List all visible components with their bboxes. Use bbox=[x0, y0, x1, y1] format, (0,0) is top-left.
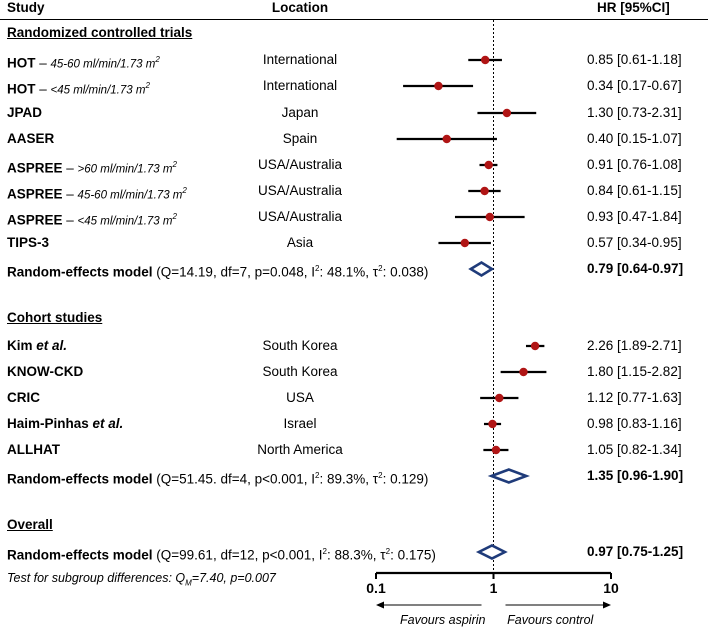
location-r0: International bbox=[262, 52, 338, 67]
point-c2 bbox=[495, 393, 504, 403]
section-cohort: Cohort studies bbox=[7, 310, 103, 325]
arrow-right-icon bbox=[603, 601, 611, 609]
subgroup-test: Test for subgroup differences: QM=7.40, … bbox=[7, 571, 276, 588]
point-c0 bbox=[530, 341, 540, 351]
point-c3 bbox=[488, 419, 497, 429]
study-name-r7: TIPS-3 bbox=[7, 235, 50, 250]
location-c0: South Korea bbox=[262, 338, 338, 353]
point-r2 bbox=[502, 108, 512, 118]
point-c4 bbox=[491, 445, 501, 455]
hr-c4: 1.05 [0.82-1.34] bbox=[587, 442, 682, 457]
location-r2: Japan bbox=[281, 105, 319, 120]
hr-r2: 1.30 [0.73-2.31] bbox=[587, 105, 682, 120]
header-hr: HR [95%CI] bbox=[597, 0, 670, 15]
hr-r6: 0.93 [0.47-1.84] bbox=[587, 209, 682, 224]
point-r0 bbox=[481, 55, 490, 65]
model-cohort-label: Random-effects model (Q=51.45. df=4, p<0… bbox=[7, 471, 429, 487]
diamond-rct bbox=[468, 260, 495, 278]
model-rct-label: Random-effects model (Q=14.19, df=7, p=0… bbox=[7, 264, 429, 280]
point-r5 bbox=[480, 186, 489, 196]
hr-r3: 0.40 [0.15-1.07] bbox=[587, 131, 682, 146]
model-cohort-hr: 1.35 [0.96-1.90] bbox=[587, 468, 684, 483]
diamond-cohort bbox=[487, 468, 530, 484]
location-c3: Israel bbox=[283, 416, 317, 431]
location-r1: International bbox=[262, 78, 338, 93]
x-tick-label-2: 10 bbox=[603, 580, 619, 596]
section-overall: Overall bbox=[7, 517, 53, 532]
point-c1 bbox=[519, 367, 528, 377]
x-tick-label-1: 1 bbox=[490, 580, 498, 596]
study-name-c4: ALLHAT bbox=[7, 442, 60, 457]
study-name-c3: Haim-Pinhas et al. bbox=[7, 416, 124, 431]
location-c1: South Korea bbox=[262, 364, 338, 379]
hr-c2: 1.12 [0.77-1.63] bbox=[587, 390, 682, 405]
arrow-left-icon bbox=[376, 601, 384, 609]
table-header bbox=[0, 0, 708, 20]
point-r4 bbox=[484, 160, 493, 170]
hr-c1: 1.80 [1.15-2.82] bbox=[587, 364, 682, 379]
study-name-c2: CRIC bbox=[7, 390, 40, 405]
hr-r1: 0.34 [0.17-0.67] bbox=[587, 78, 682, 93]
favours-right-label: Favours control bbox=[507, 613, 594, 627]
study-name-r6: ASPREE – <45 ml/min/1.73 m2 bbox=[7, 212, 177, 228]
point-r6 bbox=[485, 212, 494, 222]
point-r3 bbox=[442, 134, 451, 144]
model-rct-hr: 0.79 [0.64-0.97] bbox=[587, 261, 684, 276]
study-name-r5: ASPREE – 45-60 ml/min/1.73 m2 bbox=[7, 186, 187, 202]
study-name-r1: HOT – <45 ml/min/1.73 m2 bbox=[7, 81, 150, 97]
location-c2: USA bbox=[286, 390, 314, 405]
location-c4: North America bbox=[257, 442, 343, 457]
hr-r7: 0.57 [0.34-0.95] bbox=[587, 235, 682, 250]
x-tick-label-0: 0.1 bbox=[366, 580, 386, 596]
model-overall-hr: 0.97 [0.75-1.25] bbox=[587, 544, 684, 559]
location-r6: USA/Australia bbox=[257, 209, 343, 224]
header-study: Study bbox=[7, 0, 45, 15]
study-name-r0: HOT – 45-60 ml/min/1.73 m2 bbox=[7, 55, 160, 71]
location-r4: USA/Australia bbox=[257, 157, 343, 172]
study-name-c1: KNOW-CKD bbox=[7, 364, 84, 379]
diamond-overall bbox=[475, 544, 508, 560]
hr-c3: 0.98 [0.83-1.16] bbox=[587, 416, 682, 431]
favours-left-label: Favours aspirin bbox=[400, 613, 485, 627]
point-r7 bbox=[460, 238, 470, 248]
hr-r5: 0.84 [0.61-1.15] bbox=[587, 183, 682, 198]
hr-r4: 0.91 [0.76-1.08] bbox=[587, 157, 682, 172]
location-r5: USA/Australia bbox=[257, 183, 343, 198]
hr-r0: 0.85 [0.61-1.18] bbox=[587, 52, 682, 67]
study-name-r3: AASER bbox=[7, 131, 55, 146]
section-rct: Randomized controlled trials bbox=[7, 25, 193, 40]
model-overall-label: Random-effects model (Q=99.61, df=12, p<… bbox=[7, 547, 436, 563]
location-r7: Asia bbox=[286, 235, 314, 250]
study-name-r4: ASPREE – >60 ml/min/1.73 m2 bbox=[7, 160, 177, 176]
study-name-c0: Kim et al. bbox=[7, 338, 68, 353]
hr-c0: 2.26 [1.89-2.71] bbox=[587, 338, 682, 353]
header-location: Location bbox=[271, 0, 329, 15]
location-r3: Spain bbox=[282, 131, 318, 146]
point-r1 bbox=[434, 81, 443, 91]
study-name-r2: JPAD bbox=[7, 105, 43, 120]
